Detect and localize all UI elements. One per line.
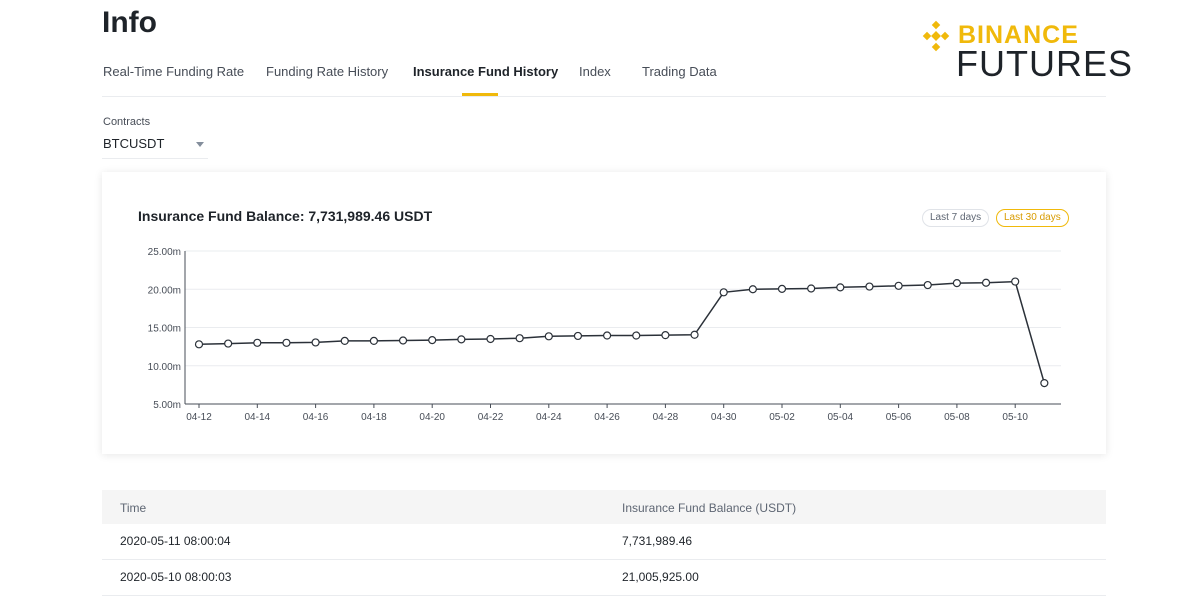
data-point [544, 332, 553, 341]
x-tick-label: 04-18 [361, 412, 387, 423]
page-title: Info [102, 6, 157, 39]
data-point [486, 334, 495, 344]
x-tick-label: 05-02 [769, 412, 795, 423]
logo-text-binance: BINANCE [958, 21, 1079, 49]
data-point [515, 334, 524, 343]
data-point [194, 340, 204, 349]
data-point [224, 339, 233, 348]
data-point [981, 278, 991, 287]
data-point [690, 330, 699, 339]
tab-funding-rate-history[interactable]: Funding Rate History [266, 64, 389, 79]
data-point [1011, 277, 1020, 286]
x-tick-label: 04-12 [186, 412, 212, 423]
header-balance: Insurance Fund Balance (USDT) [622, 501, 797, 515]
row-time: 2020-05-10 08:00:03 [120, 570, 232, 584]
data-point [282, 338, 291, 347]
table-row: 2020-05-10 08:00:03 21,005,925.00 [102, 560, 1106, 596]
data-point [894, 281, 903, 290]
data-point [632, 331, 641, 340]
x-tick-label: 04-16 [303, 412, 329, 423]
last-7-days-button[interactable]: Last 7 days [922, 209, 990, 227]
tab-trading-data[interactable]: Trading Data [642, 64, 717, 79]
table-row: 2020-05-11 08:00:04 7,731,989.46 [102, 524, 1106, 560]
data-point [661, 331, 670, 340]
header-time: Time [120, 501, 147, 515]
x-tick-label: 04-26 [594, 412, 620, 423]
data-point [398, 336, 408, 345]
x-tick-label: 04-28 [653, 412, 679, 423]
chart-card: Insurance Fund Balance: 7,731,989.46 USD… [102, 172, 1106, 454]
data-point [807, 284, 816, 293]
data-point [253, 338, 262, 347]
data-point [340, 336, 349, 345]
x-tick-label: 04-20 [419, 412, 445, 423]
contracts-label: Contracts [103, 116, 151, 128]
y-tick-label: 10.00m [148, 362, 181, 373]
contract-selected-value: BTCUSDT [103, 136, 165, 151]
active-tab-indicator [462, 93, 498, 96]
data-point [457, 335, 466, 344]
data-point [748, 285, 757, 294]
y-tick-label: 20.00m [148, 285, 181, 296]
x-tick-label: 04-30 [711, 412, 737, 423]
data-point [865, 282, 874, 291]
data-point [573, 331, 583, 341]
data-point [952, 279, 962, 288]
insurance-fund-table: Time Insurance Fund Balance (USDT) 2020-… [102, 490, 1106, 596]
y-tick-label: 15.00m [148, 324, 181, 335]
contract-select[interactable]: BTCUSDT [102, 132, 208, 159]
row-balance: 21,005,925.00 [622, 570, 699, 584]
x-tick-label: 04-24 [536, 412, 562, 423]
x-tick-label: 05-06 [886, 412, 912, 423]
chart-title: Insurance Fund Balance: 7,731,989.46 USD… [138, 208, 433, 224]
x-tick-label: 04-14 [245, 412, 271, 423]
binance-logo-icon [922, 20, 950, 52]
tab-index[interactable]: Index [579, 64, 611, 79]
x-tick-label: 05-08 [944, 412, 970, 423]
x-tick-label: 04-22 [478, 412, 504, 423]
logo-text-futures: FUTURES [956, 43, 1133, 84]
binance-futures-logo: BINANCE FUTURES [920, 20, 1140, 84]
y-tick-label: 5.00m [153, 400, 181, 411]
tab-real-time-funding-rate[interactable]: Real-Time Funding Rate [103, 64, 245, 79]
data-point [369, 336, 378, 345]
balance-line-chart: 5.00m 10.00m 15.00m 20.00m 25.00m 04-12 04-14 0… [148, 247, 1061, 423]
data-point [311, 338, 320, 347]
table-header-row: Time Insurance Fund Balance (USDT) [102, 490, 1106, 524]
balance-series-line [198, 280, 1046, 384]
caret-down-icon [196, 142, 204, 147]
last-30-days-button[interactable]: Last 30 days [996, 209, 1069, 227]
x-tick-label: 05-04 [828, 412, 854, 423]
data-point [777, 284, 787, 293]
row-balance: 7,731,989.46 [622, 534, 693, 548]
x-tick-label: 05-10 [1002, 412, 1028, 423]
y-tick-label: 25.00m [148, 247, 181, 258]
row-time: 2020-05-11 08:00:04 [120, 534, 231, 548]
data-point [836, 283, 845, 292]
tab-insurance-fund-history[interactable]: Insurance Fund History [413, 64, 559, 79]
data-point [923, 280, 932, 290]
data-point [428, 336, 437, 345]
data-point [719, 288, 728, 297]
data-point [603, 331, 612, 340]
data-point [1040, 379, 1049, 388]
info-tabs: Real-Time Funding Rate Funding Rate Hist… [102, 58, 1106, 97]
